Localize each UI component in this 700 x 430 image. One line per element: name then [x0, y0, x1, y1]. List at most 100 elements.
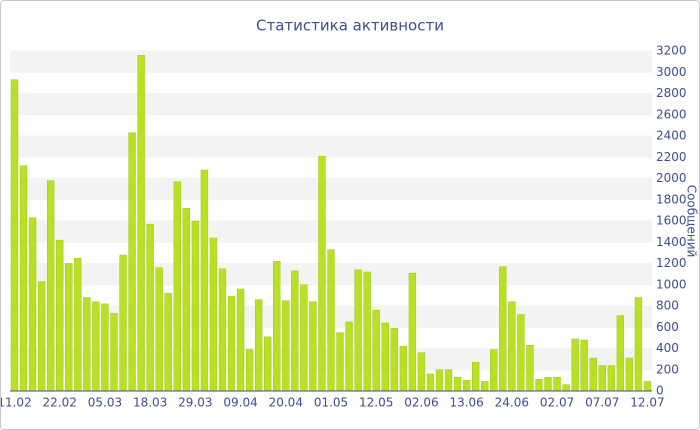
bar: [318, 155, 326, 392]
bar: [309, 301, 317, 392]
bar: [128, 132, 136, 392]
bar: [164, 293, 172, 392]
bar: [481, 381, 489, 392]
bar: [471, 362, 480, 392]
bar: [92, 301, 100, 392]
y-tick-label: 0: [656, 384, 664, 398]
bar: [336, 332, 344, 392]
bar: [616, 315, 625, 392]
bar: [146, 223, 154, 392]
bar: [517, 314, 525, 392]
bar: [580, 339, 588, 392]
x-tick-label: 11.02: [1, 396, 32, 410]
y-tick-label: 2600: [656, 107, 687, 121]
bar: [363, 271, 371, 392]
bar: [155, 267, 163, 392]
bar: [490, 349, 498, 392]
bar: [209, 237, 218, 392]
x-tick-label: 29.03: [178, 396, 212, 410]
bar: [65, 263, 73, 392]
y-tick-label: 600: [656, 320, 679, 334]
bar: [254, 299, 263, 392]
bar: [453, 376, 462, 392]
grid-band: [10, 93, 652, 115]
bar: [101, 303, 109, 392]
bar: [137, 55, 145, 392]
y-tick-label: 1000: [656, 277, 687, 291]
bar: [10, 79, 19, 392]
y-tick-label: 2400: [656, 129, 687, 143]
grid-band: [10, 136, 652, 158]
grid-band: [10, 178, 652, 200]
x-tick-label: 01.05: [314, 396, 348, 410]
bar: [182, 208, 191, 392]
bar: [508, 301, 516, 392]
bar: [408, 272, 417, 392]
bar: [562, 384, 570, 392]
bar: [589, 357, 597, 392]
y-tick-label: 200: [656, 362, 679, 376]
bar: [291, 270, 299, 392]
y-tick-label: 1600: [656, 214, 687, 228]
bar: [245, 349, 254, 392]
bar: [300, 284, 308, 392]
bar: [381, 322, 389, 392]
bar: [435, 369, 444, 392]
bar: [399, 346, 408, 392]
x-tick-label: 12.07: [630, 396, 664, 410]
bar: [553, 376, 561, 392]
bar: [444, 369, 453, 392]
x-tick-label: 07.07: [585, 396, 619, 410]
bar: [345, 321, 353, 392]
bar: [426, 373, 435, 392]
grid-band: [10, 221, 652, 243]
y-tick-label: 3200: [656, 44, 687, 58]
y-tick-label: 3000: [656, 65, 687, 79]
bar: [191, 220, 200, 392]
bar: [417, 352, 426, 392]
y-tick-label: 1400: [656, 235, 687, 249]
x-tick-label: 09.04: [223, 396, 257, 410]
bar: [173, 181, 181, 392]
bar: [390, 328, 398, 392]
bar: [499, 266, 507, 392]
y-tick-label: 400: [656, 341, 679, 355]
bar: [19, 165, 28, 392]
bar: [372, 310, 380, 392]
bar: [56, 239, 64, 392]
bar: [74, 257, 82, 392]
bar: [462, 380, 471, 392]
bar: [200, 169, 209, 392]
grid-band: [10, 51, 652, 73]
y-tick-label: 800: [656, 299, 679, 313]
x-tick-label: 20.04: [269, 396, 303, 410]
bar: [526, 345, 534, 392]
y-axis-title: Сообщений: [685, 185, 699, 258]
bar: [47, 180, 55, 392]
bar: [327, 249, 335, 392]
bar: [218, 268, 227, 392]
x-tick-label: 24.06: [495, 396, 529, 410]
bar: [264, 336, 272, 392]
x-tick-label: 12.05: [359, 396, 393, 410]
y-tick-label: 1200: [656, 256, 687, 270]
y-tick-label: 1800: [656, 192, 687, 206]
bar: [625, 357, 634, 392]
chart-title: Статистика активности: [256, 17, 444, 35]
bar: [119, 254, 127, 392]
bar: [634, 297, 643, 392]
y-tick-label: 2800: [656, 86, 687, 100]
bar: [28, 217, 37, 392]
bar: [607, 365, 615, 392]
x-tick-label: 05.03: [88, 396, 122, 410]
x-tick-label: 22.02: [43, 396, 77, 410]
bar: [227, 296, 236, 392]
bar: [273, 261, 281, 392]
x-tick-label: 18.03: [133, 396, 167, 410]
x-tick-label: 13.06: [449, 396, 483, 410]
bar: [282, 300, 290, 392]
x-tick-label: 02.07: [540, 396, 574, 410]
bar: [354, 269, 362, 392]
bar: [110, 313, 118, 392]
